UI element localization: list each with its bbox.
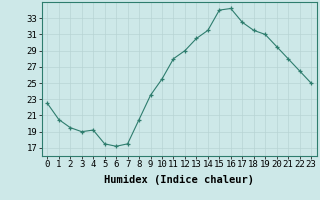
X-axis label: Humidex (Indice chaleur): Humidex (Indice chaleur) [104, 175, 254, 185]
